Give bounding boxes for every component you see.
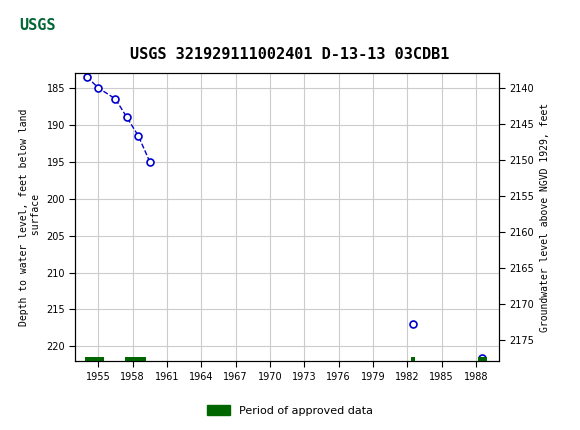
Legend: Period of approved data: Period of approved data [203, 400, 377, 420]
Y-axis label: Groundwater level above NGVD 1929, feet: Groundwater level above NGVD 1929, feet [539, 103, 550, 332]
Bar [125, 357, 146, 361]
Bar [411, 357, 415, 361]
Text: ≡USGS: ≡USGS [12, 16, 70, 35]
Text: USGS 321929111002401 D-13-13 03CDB1: USGS 321929111002401 D-13-13 03CDB1 [130, 47, 450, 62]
Y-axis label: Depth to water level, feet below land
 surface: Depth to water level, feet below land su… [19, 108, 41, 326]
Bar [478, 357, 487, 361]
Text: USGS: USGS [20, 18, 56, 33]
Bar [85, 357, 104, 361]
FancyBboxPatch shape [3, 4, 72, 47]
